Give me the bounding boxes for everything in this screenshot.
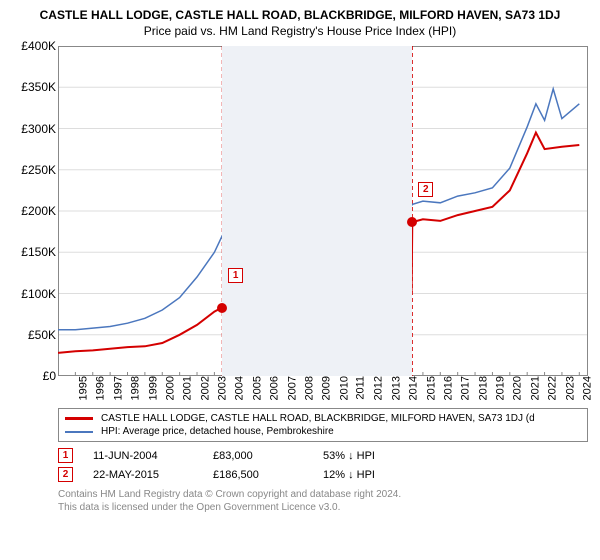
x-tick-label: 2007 <box>284 376 298 400</box>
ownership-period-band <box>222 46 412 376</box>
sale-hpi-diff: 12% ↓ HPI <box>323 469 588 481</box>
footer-line-1: Contains HM Land Registry data © Crown c… <box>58 488 588 501</box>
x-tick-label: 2009 <box>319 376 333 400</box>
y-tick-label: £100K <box>21 287 58 301</box>
y-tick-label: £350K <box>21 80 58 94</box>
sale-date: 11-JUN-2004 <box>93 450 213 462</box>
sale-price: £83,000 <box>213 450 323 462</box>
x-tick-label: 2016 <box>440 376 454 400</box>
x-tick-label: 2022 <box>545 376 559 400</box>
sale-marker-box: 2 <box>418 182 433 197</box>
y-tick-label: £400K <box>21 39 58 53</box>
legend-row: HPI: Average price, detached house, Pemb… <box>65 425 581 438</box>
x-tick-label: 2000 <box>162 376 176 400</box>
x-tick-label: 2001 <box>180 376 194 400</box>
x-tick-label: 2008 <box>301 376 315 400</box>
x-tick-label: 2005 <box>249 376 263 400</box>
sales-marker-box: 1 <box>58 448 73 463</box>
x-tick-label: 2006 <box>267 376 281 400</box>
x-tick-label: 2002 <box>197 376 211 400</box>
sales-row: 2 22-MAY-2015£186,50012% ↓ HPI <box>58 465 588 484</box>
x-tick-label: 2020 <box>510 376 524 400</box>
y-tick-label: £300K <box>21 122 58 136</box>
x-tick-label: 2013 <box>388 376 402 400</box>
sales-row: 1 11-JUN-2004£83,00053% ↓ HPI <box>58 446 588 465</box>
legend-label: CASTLE HALL LODGE, CASTLE HALL ROAD, BLA… <box>101 413 535 424</box>
y-tick-label: £0 <box>43 369 58 383</box>
x-tick-label: 2023 <box>562 376 576 400</box>
sale-marker-box: 1 <box>228 268 243 283</box>
x-tick-label: 1999 <box>145 376 159 400</box>
y-tick-label: £200K <box>21 204 58 218</box>
y-tick-label: £50K <box>28 328 58 342</box>
x-tick-label: 2012 <box>371 376 385 400</box>
legend-row: CASTLE HALL LODGE, CASTLE HALL ROAD, BLA… <box>65 412 581 425</box>
sale-hpi-diff: 53% ↓ HPI <box>323 450 588 462</box>
x-tick-label: 2004 <box>232 376 246 400</box>
attribution-footer: Contains HM Land Registry data © Crown c… <box>58 488 588 514</box>
x-tick-label: 2024 <box>579 376 593 400</box>
x-tick-label: 1995 <box>75 376 89 400</box>
plot-area: £0£50K£100K£150K£200K£250K£300K£350K£400… <box>58 46 588 376</box>
x-tick-label: 2003 <box>215 376 229 400</box>
sale-price: £186,500 <box>213 469 323 481</box>
footer-line-2: This data is licensed under the Open Gov… <box>58 501 588 514</box>
x-tick-label: 1997 <box>110 376 124 400</box>
x-tick-label: 1996 <box>93 376 107 400</box>
x-tick-label: 1998 <box>128 376 142 400</box>
y-tick-label: £250K <box>21 163 58 177</box>
legend-swatch <box>65 417 93 420</box>
sale-date: 22-MAY-2015 <box>93 469 213 481</box>
x-tick-label: 2011 <box>353 376 367 400</box>
chart-title: CASTLE HALL LODGE, CASTLE HALL ROAD, BLA… <box>12 8 588 22</box>
x-tick-label: 2015 <box>423 376 437 400</box>
x-tick-label: 2019 <box>493 376 507 400</box>
y-tick-label: £150K <box>21 245 58 259</box>
x-tick-label: 2018 <box>475 376 489 400</box>
sale-dot <box>217 303 227 313</box>
x-tick-label: 2021 <box>527 376 541 400</box>
x-tick-label: 2014 <box>406 376 420 400</box>
sale-dot <box>407 217 417 227</box>
legend-swatch <box>65 431 93 433</box>
legend-label: HPI: Average price, detached house, Pemb… <box>101 426 334 437</box>
x-tick-label: 2017 <box>458 376 472 400</box>
chart-subtitle: Price paid vs. HM Land Registry's House … <box>12 24 588 38</box>
sales-marker-box: 2 <box>58 467 73 482</box>
x-tick-label: 2010 <box>336 376 350 400</box>
chart-container: CASTLE HALL LODGE, CASTLE HALL ROAD, BLA… <box>0 0 600 560</box>
legend-box: CASTLE HALL LODGE, CASTLE HALL ROAD, BLA… <box>58 408 588 442</box>
sales-table: 1 11-JUN-2004£83,00053% ↓ HPI 2 22-MAY-2015… <box>58 446 588 484</box>
